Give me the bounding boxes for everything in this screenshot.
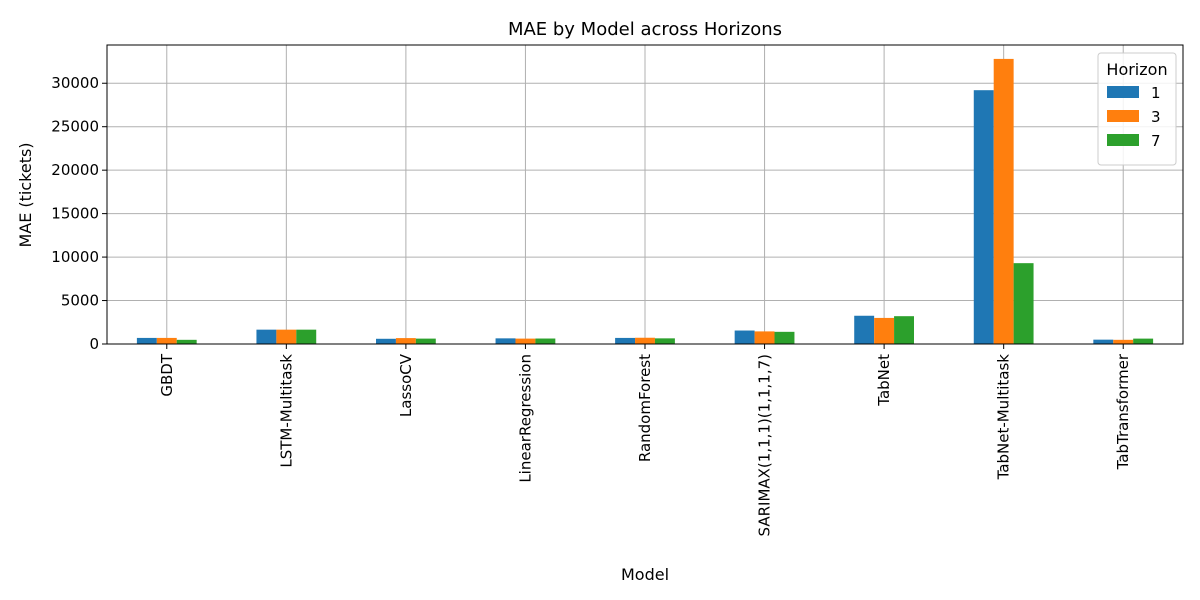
bar <box>894 316 914 344</box>
y-axis-label: MAE (tickets) <box>16 142 35 247</box>
bar <box>1093 339 1114 344</box>
bar <box>1133 338 1154 344</box>
bar <box>615 337 636 344</box>
bar <box>296 329 317 344</box>
bar <box>774 331 795 344</box>
y-tick-label: 30000 <box>51 74 99 92</box>
x-axis-label: Model <box>621 565 669 584</box>
y-tick-label: 5000 <box>61 292 99 310</box>
bar <box>854 315 875 344</box>
bars-layer <box>136 58 1154 344</box>
bar <box>136 337 157 344</box>
x-tick-label: LinearRegression <box>516 354 534 483</box>
bar <box>1013 263 1034 344</box>
y-tick-label: 10000 <box>51 248 99 266</box>
bar <box>415 338 436 344</box>
bar <box>515 338 536 344</box>
chart-title: MAE by Model across Horizons <box>508 19 782 40</box>
bar <box>535 338 556 344</box>
legend-swatch <box>1107 86 1139 98</box>
bar <box>176 339 197 344</box>
legend: Horizon 1 3 7 <box>1097 52 1177 166</box>
bar <box>276 329 297 344</box>
bar <box>993 58 1014 344</box>
legend-swatch <box>1107 134 1139 146</box>
ticks-layer: 0 5000 10000 15000 20000 25000 30000 GBDT LSTM-M… <box>51 74 1132 536</box>
x-tick-label: LSTM-Multitask <box>277 354 295 468</box>
y-tick-label: 25000 <box>51 118 99 136</box>
bar <box>874 317 895 344</box>
x-tick-label: TabNet-Multitask <box>995 354 1013 481</box>
legend-title: Horizon <box>1106 60 1167 79</box>
y-tick-label: 0 <box>89 335 99 353</box>
x-tick-label: TabTransformer <box>1114 353 1132 470</box>
bar <box>754 331 775 344</box>
legend-label: 1 <box>1151 84 1161 102</box>
bar <box>654 338 675 344</box>
bar <box>395 338 416 344</box>
legend-items: 1 3 7 <box>1107 84 1161 150</box>
bar <box>734 330 755 344</box>
x-tick-label: LassoCV <box>397 353 415 417</box>
bar <box>376 338 396 344</box>
y-tick-label: 15000 <box>51 205 99 223</box>
grid-layer <box>107 45 1183 345</box>
bar <box>635 337 655 344</box>
bar <box>973 90 994 344</box>
x-tick-label: SARIMAX(1,1,1)(1,1,1,7) <box>756 354 774 536</box>
legend-label: 7 <box>1151 132 1161 150</box>
y-tick-label: 20000 <box>51 161 99 179</box>
x-tick-label: RandomForest <box>636 354 654 462</box>
bar <box>256 329 277 344</box>
x-tick-label: GBDT <box>158 353 176 396</box>
bar <box>1113 339 1134 344</box>
bar <box>495 338 516 344</box>
x-tick-label: TabNet <box>875 354 893 407</box>
legend-label: 3 <box>1151 108 1161 126</box>
bar <box>156 337 177 344</box>
legend-swatch <box>1107 110 1139 122</box>
